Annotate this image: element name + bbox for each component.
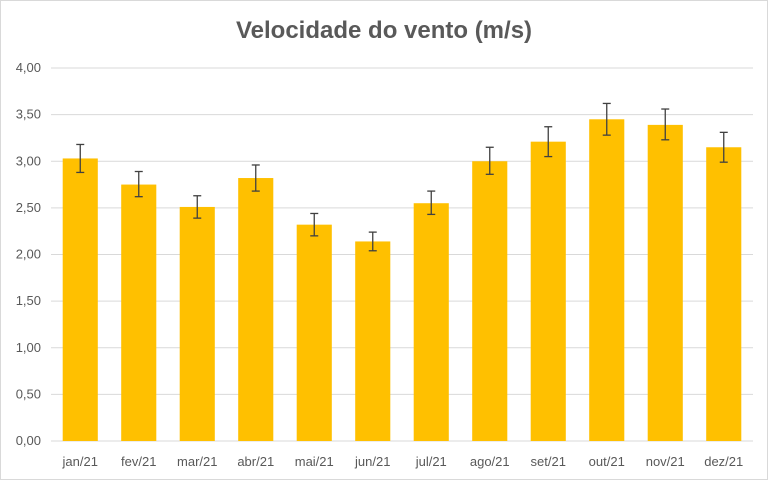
error-bar: [661, 108, 670, 141]
bar: [238, 178, 274, 441]
gridlines: [51, 67, 753, 442]
error-bar: [193, 195, 202, 219]
x-tick-label: fev/21: [121, 454, 156, 469]
x-tick-label: nov/21: [646, 454, 685, 469]
x-axis-ticks: jan/21 fev/21 mar/21 abr/21 mai/21 jun/21 jul/…: [62, 454, 744, 469]
bar: [530, 141, 566, 442]
x-tick-label: dez/21: [704, 454, 743, 469]
y-tick-label: 0,00: [16, 433, 41, 448]
y-tick-label: 3,00: [16, 153, 41, 168]
bar: [355, 241, 391, 441]
bar: [62, 158, 98, 441]
x-tick-label: mar/21: [177, 454, 217, 469]
bar: [647, 124, 683, 441]
error-bar: [719, 131, 728, 163]
y-tick-label: 2,50: [16, 200, 41, 215]
x-tick-label: jun/21: [354, 454, 390, 469]
bar: [472, 161, 508, 441]
error-bars: [76, 102, 728, 252]
bar: [179, 206, 215, 441]
bar: [589, 119, 625, 441]
x-tick-label: out/21: [589, 454, 625, 469]
x-tick-label: abr/21: [237, 454, 274, 469]
chart-title: Velocidade do vento (m/s): [235, 17, 533, 44]
error-bar: [251, 164, 260, 192]
error-bar: [76, 143, 85, 174]
x-tick-label: jan/21: [62, 454, 98, 469]
y-tick-label: 2,00: [16, 247, 41, 262]
bars: [62, 119, 742, 442]
bar: [121, 184, 157, 441]
y-tick-label: 4,00: [16, 60, 41, 75]
x-tick-label: ago/21: [470, 454, 510, 469]
bar: [413, 203, 449, 441]
x-tick-label: mai/21: [295, 454, 334, 469]
x-tick-label: set/21: [531, 454, 566, 469]
bar: [296, 224, 332, 441]
x-tick-label: jul/21: [415, 454, 447, 469]
error-bar: [485, 146, 494, 175]
y-tick-label: 1,00: [16, 340, 41, 355]
error-bar: [310, 212, 319, 237]
bar: [706, 147, 742, 441]
error-bar: [427, 190, 436, 216]
y-tick-label: 0,50: [16, 386, 41, 401]
y-axis-ticks: 0,00 0,50 1,00 1,50 2,00 2,50 3,00 3,50 4,00: [16, 60, 41, 448]
error-bar: [368, 231, 377, 252]
error-bar: [544, 126, 553, 158]
error-bar: [134, 170, 143, 198]
error-bar: [602, 102, 611, 136]
y-tick-label: 3,50: [16, 107, 41, 122]
y-tick-label: 1,50: [16, 293, 41, 308]
